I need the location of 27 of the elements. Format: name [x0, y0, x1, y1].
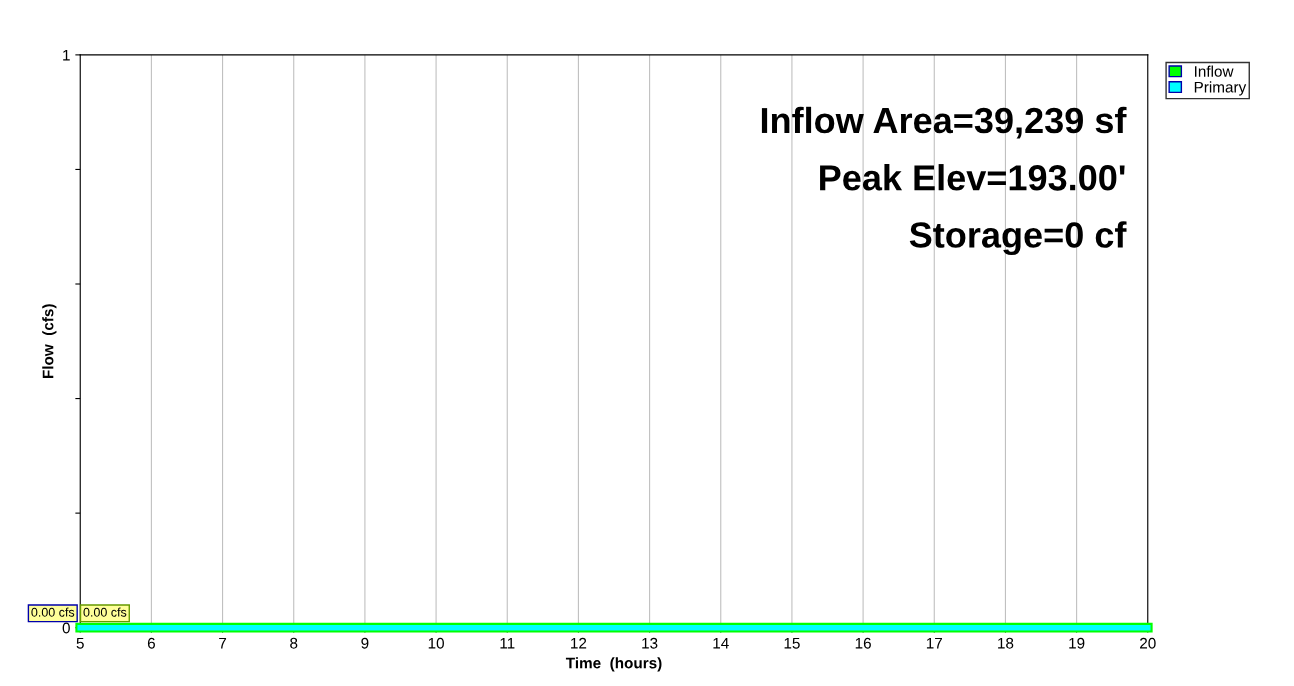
x-tick-label: 17	[926, 637, 942, 649]
x-tick-label: 14	[713, 637, 729, 649]
y-tick-label: 1	[63, 49, 70, 61]
x-tick-label: 13	[642, 637, 658, 649]
x-tick-label: 5	[76, 637, 84, 649]
legend-label: Primary	[1194, 81, 1247, 96]
legend-label: Inflow	[1195, 65, 1234, 77]
x-tick-label: 8	[290, 637, 298, 649]
annotation: Peak Elev=193.00'	[820, 164, 1125, 191]
x-tick-label: 16	[855, 637, 871, 649]
x-tick-label: 9	[361, 637, 369, 649]
y-axis-title: Flow (cfs)	[42, 304, 57, 379]
x-axis-title: Time (hours)	[565, 657, 662, 672]
x-tick-label: 10	[428, 637, 444, 649]
x-tick-label: 20	[1140, 637, 1156, 649]
y-tick-label: 0	[62, 622, 70, 634]
x-tick-label: 7	[219, 637, 227, 649]
x-tick-label: 19	[1069, 637, 1085, 649]
x-tick-label: 15	[784, 637, 800, 649]
data-label: 0.00 cfs	[31, 607, 75, 617]
x-tick-label: 12	[571, 637, 587, 649]
annotation: Inflow Area=39,239 sf	[761, 106, 1127, 139]
data-label: 0.00 cfs	[83, 607, 127, 617]
x-tick-label: 11	[500, 637, 515, 649]
annotation: Storage=0 cf	[909, 221, 1127, 256]
x-tick-label: 18	[998, 637, 1014, 649]
x-tick-label: 6	[147, 637, 155, 649]
